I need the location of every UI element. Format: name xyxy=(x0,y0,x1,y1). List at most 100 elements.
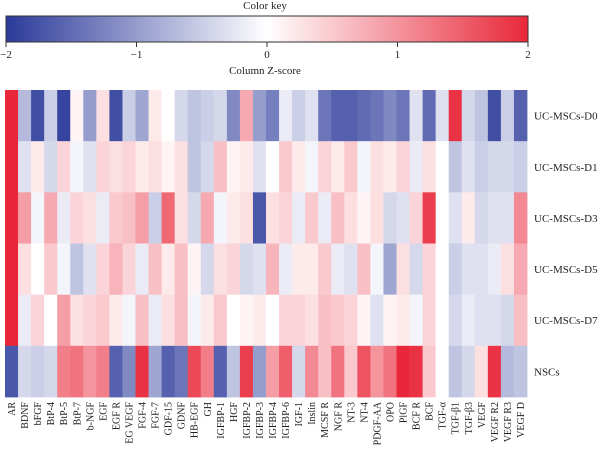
heatmap-cell xyxy=(252,141,267,193)
row-label: UC-MSCs-D3 xyxy=(534,213,598,225)
heatmap-cell xyxy=(135,243,149,296)
heatmap-cell xyxy=(174,243,189,296)
heatmap-cell xyxy=(31,294,45,347)
heatmap-cell xyxy=(18,345,32,398)
heatmap-cell xyxy=(292,345,306,398)
heatmap-cell xyxy=(148,141,162,193)
heatmap-cell xyxy=(370,345,384,398)
heatmap-cell xyxy=(435,141,450,193)
heatmap-cell xyxy=(187,192,202,244)
heatmap-cell xyxy=(239,90,254,142)
heatmap-cell xyxy=(305,141,319,193)
heatmap-cell xyxy=(135,141,149,193)
heatmap-cell xyxy=(109,294,123,347)
column-label: VEGF R2 xyxy=(490,402,501,442)
column-label: OPO xyxy=(386,402,397,422)
heatmap-cell xyxy=(5,141,19,193)
column-label: NT-3 xyxy=(346,402,357,423)
heatmap-cell xyxy=(44,141,58,193)
heatmap-cell xyxy=(513,192,528,244)
heatmap-cell xyxy=(357,192,371,244)
heatmap-cell xyxy=(435,192,450,244)
heatmap-cell xyxy=(448,294,463,347)
column-label: IGF-1 xyxy=(294,402,305,426)
heatmap-cell xyxy=(226,345,241,398)
heatmap-cell xyxy=(44,90,58,142)
heatmap-cell xyxy=(18,90,32,142)
heatmap-cell xyxy=(448,192,463,244)
heatmap-cell xyxy=(161,345,176,398)
heatmap-cell xyxy=(226,192,241,244)
heatmap-cell xyxy=(18,243,32,296)
heatmap-cell xyxy=(96,345,110,398)
heatmap-cell xyxy=(331,192,345,244)
heatmap-cell xyxy=(370,294,384,347)
heatmap-cell xyxy=(409,345,423,398)
heatmap-cell xyxy=(70,90,84,142)
heatmap-cell xyxy=(292,90,306,142)
heatmap-cell xyxy=(161,192,176,244)
heatmap-cell xyxy=(461,345,476,398)
heatmap-cell xyxy=(331,90,345,142)
heatmap-cell xyxy=(5,90,19,142)
heatmap-cell xyxy=(239,141,254,193)
heatmap-cell xyxy=(318,294,332,347)
heatmap-cell xyxy=(279,345,293,398)
heatmap-cell xyxy=(239,294,254,347)
heatmap-cell xyxy=(396,90,410,142)
heatmap-cell xyxy=(226,294,241,347)
heatmap-cell xyxy=(174,90,189,142)
heatmap-cell xyxy=(83,243,97,296)
heatmap-cell xyxy=(122,90,136,142)
heatmap-cell xyxy=(357,294,371,347)
heatmap-cell xyxy=(70,243,84,296)
heatmap-cell xyxy=(305,243,319,296)
heatmap-cell xyxy=(18,141,32,193)
heatmap-cell xyxy=(239,243,254,296)
heatmap-cell xyxy=(500,345,515,398)
heatmap-cell xyxy=(122,192,136,244)
heatmap-cell xyxy=(266,294,280,347)
heatmap-cell xyxy=(239,345,254,398)
heatmap-cell xyxy=(279,192,293,244)
heatmap-cell xyxy=(187,141,202,193)
column-label: FGF-4 xyxy=(138,402,149,429)
heatmap-cell xyxy=(213,141,228,193)
column-label: NGF R xyxy=(333,402,344,432)
heatmap-cell xyxy=(161,294,176,347)
heatmap-cell xyxy=(513,345,528,398)
column-label: EGF xyxy=(98,402,109,421)
column-labels: AR BDNF bFGF BtP-4 BtP-5 BtP-7 b-NGF EGF EGF R EG… xyxy=(7,401,527,445)
heatmap-cell xyxy=(5,294,19,347)
heatmap-cell xyxy=(31,192,45,244)
heatmap-cell xyxy=(422,90,437,142)
heatmap-cell xyxy=(396,192,410,244)
heatmap-cell xyxy=(266,243,280,296)
heatmap-cell xyxy=(370,90,384,142)
heatmap-cell xyxy=(279,141,293,193)
heatmap-cell xyxy=(396,345,410,398)
heatmap-cell xyxy=(31,345,45,398)
heatmap-cell xyxy=(213,345,228,398)
heatmap-cell xyxy=(174,294,189,347)
heatmap-cell xyxy=(266,345,280,398)
heatmap-cell xyxy=(448,243,463,296)
heatmap-cell xyxy=(57,192,71,244)
heatmap-cell xyxy=(200,192,215,244)
heatmap-cell xyxy=(344,141,358,193)
column-label: HGF xyxy=(229,402,240,422)
heatmap-cell xyxy=(226,141,241,193)
heatmap-cell xyxy=(318,192,332,244)
column-label: b-NGF xyxy=(85,402,96,431)
column-label: MCSF R xyxy=(320,402,331,438)
heatmap-cell xyxy=(474,90,489,142)
heatmap-cell xyxy=(500,90,515,142)
heatmap-cell xyxy=(226,243,241,296)
heatmap-cell xyxy=(513,141,528,193)
heatmap-cell xyxy=(96,141,110,193)
heatmap-cell xyxy=(487,345,502,398)
heatmap-cell xyxy=(252,294,267,347)
heatmap-cell xyxy=(513,294,528,347)
heatmap-cell xyxy=(252,90,267,142)
heatmap-cell xyxy=(31,243,45,296)
